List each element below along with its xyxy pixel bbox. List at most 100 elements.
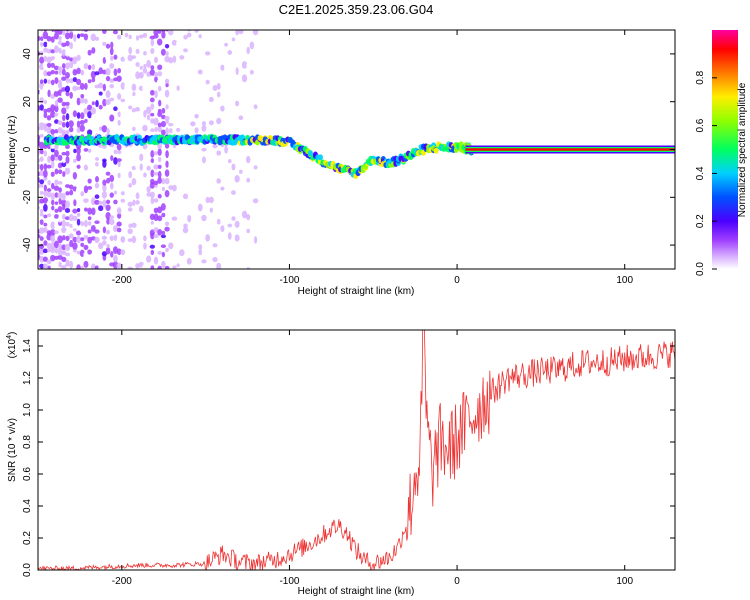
heat-cell [231, 163, 236, 171]
heat-cell [116, 207, 122, 215]
heat-cell [64, 243, 71, 252]
heat-cell [102, 158, 107, 163]
heat-cell [138, 34, 144, 39]
heat-cell [57, 235, 63, 244]
heat-cell [40, 36, 44, 42]
heat-cell [139, 163, 143, 171]
heat-cell [47, 247, 52, 253]
heat-cell [75, 78, 82, 86]
heat-cell [43, 263, 48, 269]
heat-cell [51, 160, 55, 169]
heat-cell [142, 67, 148, 74]
colorbar-tick-label: 0.0 [695, 262, 706, 276]
heat-cell [146, 192, 151, 197]
heat-cell [116, 158, 122, 162]
heat-cell [95, 91, 99, 96]
heat-cell [179, 55, 185, 60]
heat-cell [161, 230, 166, 236]
heat-cell [83, 244, 89, 251]
heat-cell [164, 265, 170, 269]
snr-frame [37, 329, 676, 571]
heat-cell [120, 236, 126, 243]
heat-cell [73, 34, 77, 42]
heat-cell [65, 129, 70, 135]
svg-text:(x104): (x104) [6, 332, 18, 359]
heat-cell [72, 85, 78, 92]
heat-cell [65, 121, 70, 128]
heat-cell [139, 105, 144, 110]
colorbar-tick-label: 0.6 [695, 118, 706, 132]
heat-cell [58, 47, 62, 54]
heat-cell [132, 126, 136, 132]
heat-cell [164, 237, 170, 242]
heat-cell [168, 185, 174, 190]
heat-cell [62, 185, 66, 191]
heat-cell [65, 90, 70, 97]
heat-cell [116, 34, 122, 40]
heat-cell [131, 177, 137, 186]
heat-cell [54, 247, 59, 254]
heat-cell [164, 78, 170, 84]
colorbar-label: Normalized spectral amplitude [737, 82, 748, 217]
heat-cell [39, 163, 44, 171]
heat-cell [127, 228, 133, 235]
heat-cell [165, 127, 169, 136]
heat-cell [160, 129, 166, 136]
heat-cell [46, 191, 52, 198]
heat-cell [54, 144, 59, 150]
heat-cell [105, 76, 111, 82]
heat-cell [46, 71, 52, 77]
heat-cell [53, 240, 59, 249]
heat-cell [143, 242, 147, 250]
heat-cell [120, 198, 126, 203]
heat-cell [58, 243, 63, 250]
heat-cell [76, 235, 82, 244]
heat-cell [165, 247, 170, 253]
heat-cell [61, 76, 67, 81]
heat-cell [80, 112, 85, 120]
heat-cell [38, 126, 45, 131]
heat-cell [43, 184, 48, 192]
heat-cell [42, 90, 49, 98]
heat-cell [72, 110, 77, 118]
heat-cell [80, 191, 85, 197]
heat-cell [168, 160, 174, 168]
heat-cell [97, 82, 104, 89]
heat-cell [146, 186, 151, 193]
heat-cell [135, 192, 140, 200]
heat-cell [153, 171, 159, 176]
heat-cell [212, 205, 218, 211]
heat-cell [87, 49, 92, 56]
heat-cell [72, 77, 78, 83]
heat-cell [208, 120, 214, 126]
heat-cell [245, 155, 251, 164]
heat-cell [62, 30, 66, 36]
heat-cell [79, 124, 85, 132]
heat-cell [150, 112, 155, 117]
heat-cell [72, 221, 78, 229]
heat-cell [116, 248, 122, 255]
colorbar-gradient [712, 30, 738, 269]
heat-cell [75, 186, 82, 194]
heat-cell [227, 159, 232, 164]
heat-cell [235, 30, 239, 36]
heat-cell [142, 32, 148, 38]
heat-cell [51, 199, 55, 206]
heat-cell [50, 144, 56, 149]
heat-cell [50, 111, 56, 118]
heat-cell [39, 263, 45, 269]
heat-cell [171, 216, 178, 221]
heat-cell [157, 122, 162, 128]
heat-cell [150, 249, 155, 256]
heat-cell [153, 151, 159, 156]
heat-cell [134, 106, 141, 112]
heat-cell [143, 235, 147, 242]
heat-cell [61, 63, 66, 69]
heat-cell [157, 64, 163, 71]
heat-cell [69, 260, 74, 269]
heat-cell [153, 56, 159, 64]
heat-cell [113, 68, 118, 76]
heat-cell [54, 104, 59, 113]
snr-background [38, 330, 675, 570]
heat-cell [61, 264, 67, 269]
